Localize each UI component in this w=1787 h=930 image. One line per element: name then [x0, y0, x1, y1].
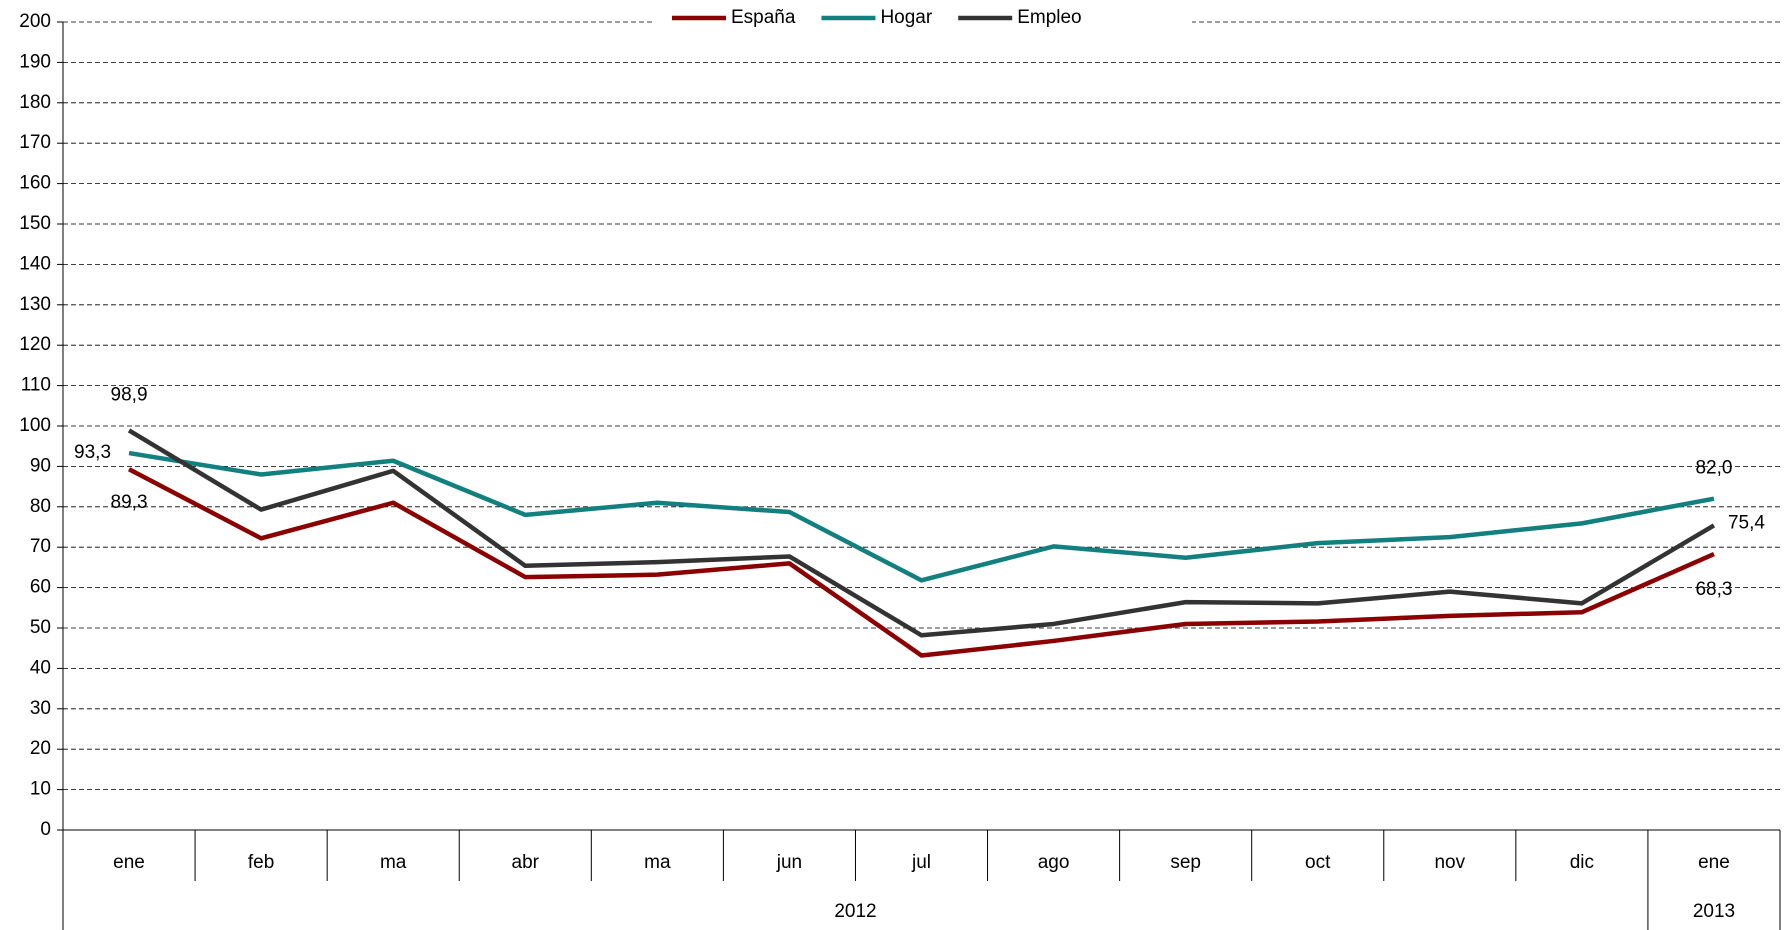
- y-tick-label: 80: [30, 496, 51, 517]
- y-tick-label: 200: [19, 11, 51, 32]
- x-tick-label: ago: [1038, 852, 1070, 873]
- y-tick-label: 120: [19, 334, 51, 355]
- data-label: 93,3: [74, 442, 111, 463]
- y-tick-label: 190: [19, 51, 51, 72]
- y-tick-label: 130: [19, 294, 51, 315]
- legend-label: España: [731, 7, 796, 28]
- x-tick-label: oct: [1305, 852, 1331, 873]
- y-tick-label: 180: [19, 92, 51, 113]
- group-label: 2012: [834, 901, 876, 922]
- y-tick-label: 140: [19, 253, 51, 274]
- y-tick-label: 160: [19, 173, 51, 194]
- data-label: 68,3: [1695, 579, 1732, 600]
- data-label: 75,4: [1728, 512, 1765, 533]
- data-label: 89,3: [111, 492, 148, 513]
- x-tick-label: ma: [380, 852, 407, 873]
- y-tick-label: 10: [30, 779, 51, 800]
- x-tick-label: ma: [644, 852, 671, 873]
- x-tick-label: jun: [776, 852, 802, 873]
- y-tick-label: 0: [40, 819, 51, 840]
- x-tick-label: ene: [113, 852, 145, 873]
- y-tick-label: 30: [30, 698, 51, 719]
- group-label: 2013: [1693, 901, 1735, 922]
- x-tick-label: sep: [1170, 852, 1201, 873]
- y-tick-label: 70: [30, 536, 51, 557]
- series-line: [128, 450, 1715, 583]
- x-tick-label: abr: [512, 852, 540, 873]
- y-tick-label: 110: [21, 375, 51, 396]
- data-label: 82,0: [1695, 458, 1732, 479]
- y-tick-label: 40: [30, 657, 51, 678]
- y-tick-label: 170: [19, 132, 51, 153]
- x-tick-label: dic: [1570, 852, 1594, 873]
- series-line: [127, 428, 1716, 638]
- y-tick-label: 50: [30, 617, 51, 638]
- legend-background: [652, 2, 1192, 32]
- y-tick-label: 100: [19, 415, 51, 436]
- y-tick-label: 60: [30, 577, 51, 598]
- x-tick-label: jul: [911, 852, 931, 873]
- series-line: [127, 467, 1715, 658]
- legend-label: Empleo: [1017, 7, 1081, 28]
- legend-label: Hogar: [880, 7, 932, 28]
- y-tick-label: 90: [30, 455, 51, 476]
- x-tick-label: nov: [1434, 852, 1465, 873]
- x-tick-label: feb: [248, 852, 274, 873]
- y-tick-label: 20: [30, 738, 51, 759]
- y-tick-label: 150: [19, 213, 51, 234]
- x-tick-label: ene: [1698, 852, 1730, 873]
- data-label: 98,9: [111, 384, 148, 405]
